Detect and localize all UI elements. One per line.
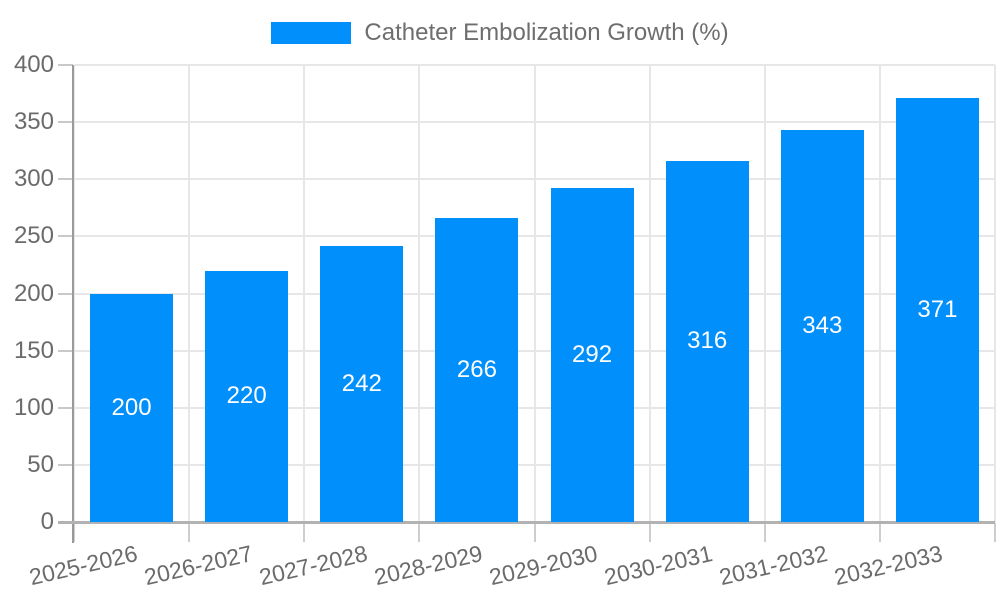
- x-axis-tick-label: 2026-2027: [141, 540, 255, 591]
- y-axis-tick: [58, 64, 73, 66]
- x-axis-tick: [188, 523, 191, 542]
- vertical-gridline: [533, 65, 536, 522]
- legend-swatch: [271, 22, 352, 44]
- x-axis-tick-label: 2032-2033: [832, 540, 946, 591]
- x-axis-tick: [303, 523, 306, 542]
- x-axis-tick: [418, 523, 421, 542]
- x-axis-tick: [878, 523, 881, 542]
- x-axis-tick: [763, 523, 766, 542]
- y-axis-tick: [58, 178, 73, 181]
- x-axis-tick-label: 2029-2030: [486, 540, 600, 591]
- x-axis-tick-label: 2025-2026: [26, 540, 140, 591]
- vertical-gridline: [648, 65, 651, 522]
- vertical-gridline: [763, 65, 766, 522]
- x-axis-line: [58, 521, 995, 524]
- x-axis-tick: [533, 523, 536, 542]
- bar: [550, 188, 634, 522]
- x-axis-tick-label: 2027-2028: [256, 540, 370, 591]
- bar-value-label: 266: [456, 356, 497, 384]
- bar: [665, 160, 749, 522]
- vertical-gridline: [303, 65, 306, 522]
- y-axis-tick-label: 50: [27, 450, 54, 478]
- y-axis-tick: [58, 121, 73, 124]
- vertical-gridline: [418, 65, 421, 522]
- x-axis-tick: [73, 523, 75, 542]
- bar-value-label: 371: [917, 296, 958, 324]
- vertical-gridline: [878, 65, 881, 522]
- vertical-gridline: [188, 65, 191, 522]
- bar: [780, 130, 864, 522]
- y-axis-tick-label: 250: [13, 222, 54, 250]
- bar-value-label: 200: [111, 393, 152, 421]
- y-axis-tick: [58, 406, 73, 409]
- legend-item[interactable]: Catheter Embolization Growth (%): [0, 19, 1000, 46]
- y-axis-line: [72, 65, 74, 543]
- y-axis-tick-label: 400: [13, 51, 54, 78]
- bar-value-label: 316: [687, 327, 728, 355]
- y-axis-tick: [58, 235, 73, 238]
- x-axis-tick-label: 2028-2029: [371, 540, 485, 591]
- bar: [435, 218, 519, 522]
- bar-value-label: 343: [802, 312, 843, 340]
- bar-value-label: 220: [226, 382, 267, 410]
- bar-value-label: 292: [572, 341, 613, 369]
- y-axis-tick-label: 100: [13, 393, 54, 421]
- bar: [90, 293, 174, 522]
- y-axis-tick-label: 150: [13, 336, 54, 364]
- vertical-gridline: [73, 65, 75, 522]
- bar: [320, 245, 404, 522]
- x-axis-tick-label: 2031-2032: [717, 540, 831, 591]
- y-axis-tick-label: 0: [40, 508, 54, 535]
- y-axis-tick-label: 350: [13, 108, 54, 136]
- x-axis-tick: [994, 523, 996, 542]
- y-axis-tick: [58, 349, 73, 352]
- legend-label: Catheter Embolization Growth (%): [364, 19, 729, 46]
- bar-value-label: 242: [341, 369, 382, 397]
- y-axis-tick-label: 200: [13, 279, 54, 307]
- x-axis-tick-label: 2030-2031: [602, 540, 716, 591]
- x-axis-tick: [648, 523, 651, 542]
- vertical-gridline: [994, 65, 996, 522]
- y-axis-tick-label: 300: [13, 165, 54, 193]
- bar: [205, 270, 289, 522]
- bar: [895, 98, 979, 522]
- y-axis-tick: [58, 292, 73, 295]
- y-axis-tick: [58, 463, 73, 466]
